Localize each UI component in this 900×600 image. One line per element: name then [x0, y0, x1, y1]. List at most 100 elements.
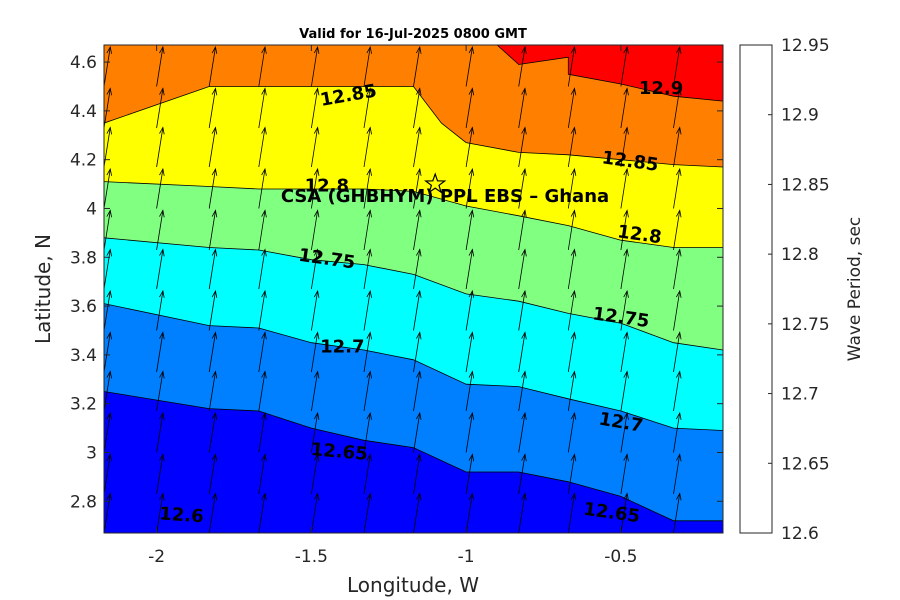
- wave-arrow: [673, 411, 682, 453]
- arrow-head: [623, 370, 629, 379]
- arrow-head: [313, 167, 320, 176]
- arrow-shaft: [311, 210, 318, 251]
- y-tick-label: 4.6: [70, 53, 97, 73]
- arrow-shaft: [567, 210, 575, 251]
- arrow-shaft: [104, 168, 111, 209]
- arrow-shaft: [567, 290, 575, 331]
- wave-arrow: [722, 164, 723, 167]
- wave-arrow: [465, 289, 475, 331]
- wave-arrow: [363, 248, 372, 290]
- arrow-shaft: [311, 46, 318, 87]
- arrow-head: [107, 5, 112, 12]
- wave-arrow: [156, 209, 165, 251]
- wave-arrow: [518, 45, 527, 87]
- arrow-shaft: [465, 168, 473, 209]
- contour-line-12.7: [104, 303, 723, 431]
- arrow-head: [211, 87, 218, 96]
- y-tick-label: 2.8: [70, 492, 97, 512]
- arrow-shaft: [311, 249, 318, 290]
- arrow-shaft: [156, 168, 164, 209]
- wave-arrow: [258, 331, 267, 373]
- arrow-shaft: [673, 127, 681, 168]
- plot-frame: [103, 44, 724, 534]
- arrow-head: [261, 209, 267, 218]
- arrow-head: [726, 5, 731, 12]
- wave-arrow: [363, 331, 372, 373]
- arrow-head: [211, 45, 218, 54]
- arrow-head: [416, 248, 422, 257]
- arrow-shaft: [311, 88, 318, 129]
- arrow-head: [106, 45, 112, 54]
- contour-line-12.9: [496, 45, 723, 102]
- arrow-shaft: [156, 127, 164, 168]
- arrow-shaft: [311, 412, 318, 453]
- arrow-head: [261, 248, 267, 257]
- arrow-shaft: [104, 210, 111, 251]
- arrow-shaft: [567, 412, 575, 453]
- wave-arrow: [104, 45, 112, 87]
- wave-arrow: [258, 126, 267, 168]
- arrow-head: [159, 87, 165, 96]
- colorbar-tick-label: 12.8: [781, 245, 819, 265]
- arrow-head: [623, 411, 629, 420]
- arrow-head: [211, 167, 218, 176]
- arrow-head: [726, 210, 731, 217]
- wave-arrow: [104, 370, 112, 412]
- arrow-shaft: [722, 247, 723, 250]
- arrow-shaft: [208, 454, 216, 495]
- wave-arrow: [673, 167, 682, 209]
- arrow-head: [313, 209, 320, 218]
- arrow-shaft: [620, 332, 628, 373]
- wave-arrow: [311, 289, 320, 331]
- arrow-shaft: [465, 46, 473, 87]
- arrow-shaft: [722, 530, 723, 533]
- arrow-head: [313, 289, 320, 298]
- arrow-shaft: [156, 249, 164, 290]
- arrow-head: [623, 453, 629, 462]
- arrow-shaft: [363, 127, 371, 168]
- arrow-shaft: [518, 371, 526, 412]
- y-axis-label: Latitude, N: [31, 234, 55, 344]
- arrow-head: [468, 87, 475, 96]
- arrow-shaft: [568, 45, 569, 46]
- x-tick-label: -2: [148, 547, 165, 567]
- colorbar-tick-label: 12.75: [781, 315, 830, 335]
- arrow-shaft: [208, 168, 216, 209]
- arrow-shaft: [722, 83, 723, 87]
- wave-arrow: [208, 289, 218, 331]
- arrow-shaft: [258, 168, 266, 209]
- y-tick-label: 4: [86, 199, 97, 219]
- arrow-head: [726, 332, 731, 339]
- y-tick-label: 4.2: [70, 151, 97, 171]
- band-12.75-12.8: [104, 181, 723, 350]
- wave-arrow: [567, 126, 577, 168]
- arrow-head: [416, 5, 421, 12]
- wave-arrow: [673, 126, 682, 168]
- station-star-marker: [423, 172, 447, 194]
- arrow-shaft: [413, 493, 421, 533]
- arrow-head: [416, 126, 422, 135]
- arrow-shaft: [620, 88, 628, 129]
- arrow-shaft: [258, 127, 266, 168]
- arrow-head: [570, 453, 577, 462]
- arrow-head: [675, 167, 682, 176]
- wave-arrow: [567, 453, 577, 495]
- wave-arrow: [518, 411, 527, 453]
- arrow-head: [366, 492, 372, 501]
- arrow-head: [726, 371, 731, 378]
- wave-arrow: [465, 370, 475, 412]
- arrow-head: [159, 453, 165, 462]
- wave-arrow: [156, 45, 165, 87]
- arrow-shaft: [413, 210, 421, 251]
- arrow-head: [623, 126, 629, 135]
- arrow-shaft: [311, 371, 318, 412]
- arrow-shaft: [363, 332, 371, 373]
- wave-arrow: [413, 167, 422, 209]
- contour-label: 12.7: [320, 337, 364, 358]
- contour-label: 12.8: [305, 176, 349, 197]
- wave-arrow: [567, 289, 577, 331]
- arrow-shaft: [620, 249, 628, 290]
- arrow-head: [261, 167, 267, 176]
- arrow-shaft: [673, 290, 681, 331]
- wave-arrow: [673, 248, 682, 290]
